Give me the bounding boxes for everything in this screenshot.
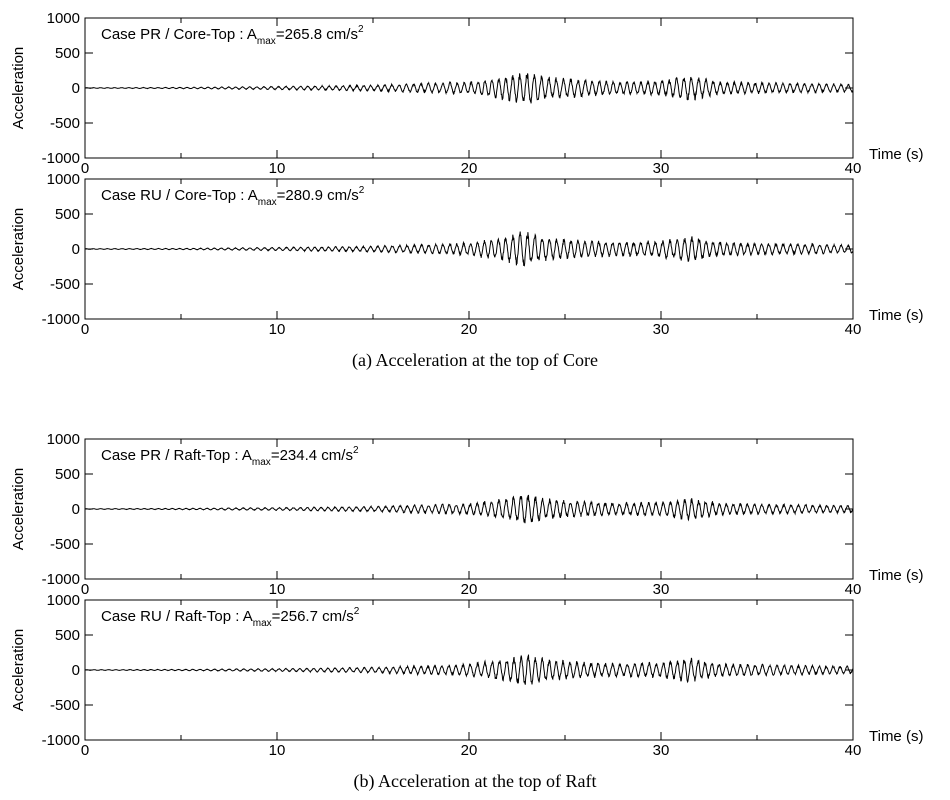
y-tick-label: 1000 <box>47 592 80 609</box>
y-tick-label: 0 <box>72 662 80 679</box>
panels: 0 10 20 30 4010005000-500-1000AccelerationTi… <box>10 10 923 759</box>
x-tick-label: 20 <box>461 742 478 759</box>
y-axis-title: Acceleration <box>10 468 27 551</box>
x-tick-label: 40 <box>845 160 862 177</box>
x-tick-label: 20 <box>461 581 478 598</box>
x-tick-label: 30 <box>653 581 670 598</box>
peak-annotation: Case RU / Raft-Top : Amax=256.7 cm/s2 <box>101 606 360 629</box>
y-tick-label: -1000 <box>42 732 80 749</box>
x-axis-title: Time (s) <box>869 146 923 163</box>
y-tick-label: 500 <box>55 627 80 644</box>
annotation-prefix: Case PR / Core-Top : A <box>101 26 257 43</box>
y-tick-label: 500 <box>55 206 80 223</box>
y-tick-label: 0 <box>72 501 80 518</box>
x-tick-label: 10 <box>269 581 286 598</box>
caption-b: (b) Acceleration at the top of Raft <box>354 771 597 792</box>
acceleration-trace <box>84 231 854 267</box>
x-tick-label: 40 <box>845 321 862 338</box>
x-tick-label: 40 <box>845 581 862 598</box>
annotation-value: =280.9 cm/s <box>277 187 359 204</box>
y-axis-title: Acceleration <box>10 47 27 130</box>
y-tick-label: -1000 <box>42 571 80 588</box>
acceleration-trace <box>84 73 854 104</box>
acceleration-trace <box>84 494 854 524</box>
annotation-superscript: 2 <box>354 606 360 617</box>
x-tick-label: 0 <box>81 742 89 759</box>
x-tick-label: 30 <box>653 321 670 338</box>
x-axis-title: Time (s) <box>869 728 923 745</box>
caption-a: (a) Acceleration at the top of Core <box>352 350 598 371</box>
y-tick-label: 1000 <box>47 10 80 27</box>
annotation-subscript: max <box>258 197 277 208</box>
peak-annotation: Case RU / Core-Top : Amax=280.9 cm/s2 <box>101 185 365 208</box>
y-tick-label: -500 <box>50 115 80 132</box>
annotation-value: =256.7 cm/s <box>272 608 354 625</box>
x-tick-label: 0 <box>81 321 89 338</box>
x-tick-label: 20 <box>461 321 478 338</box>
x-tick-label: 10 <box>269 160 286 177</box>
annotation-superscript: 2 <box>353 445 359 456</box>
y-tick-label: -1000 <box>42 311 80 328</box>
y-tick-label: 500 <box>55 466 80 483</box>
y-axis-title: Acceleration <box>10 629 27 712</box>
y-tick-label: -1000 <box>42 150 80 167</box>
x-tick-label: 40 <box>845 742 862 759</box>
chart-panel-1: 0 10 20 30 40 1000 500 0 -500 -1000 Acceleration Ti… <box>10 10 923 177</box>
annotation-prefix: Case RU / Core-Top : A <box>101 187 258 204</box>
y-tick-label: 0 <box>72 80 80 97</box>
x-tick-label: 20 <box>461 160 478 177</box>
y-tick-label: -500 <box>50 276 80 293</box>
acceleration-trace <box>84 654 854 685</box>
chart-panel-4: 0 10 20 30 40 1000 500 0 -500 -1000 Acceleration Ti… <box>10 592 923 759</box>
y-tick-label: -500 <box>50 697 80 714</box>
annotation-value: =234.4 cm/s <box>271 447 353 464</box>
x-tick-label: 30 <box>653 742 670 759</box>
annotation-subscript: max <box>252 457 271 468</box>
peak-annotation: Case PR / Core-Top : Amax=265.8 cm/s2 <box>101 24 364 47</box>
annotation-subscript: max <box>257 36 276 47</box>
x-tick-label: 10 <box>269 321 286 338</box>
annotation-superscript: 2 <box>359 185 365 196</box>
chart-panel-3: 0 10 20 30 40 1000 500 0 -500 -1000 Acceleration Ti… <box>10 431 923 598</box>
x-tick-label: 0 <box>81 581 89 598</box>
annotation-value: =265.8 cm/s <box>276 26 358 43</box>
y-tick-label: 1000 <box>47 431 80 448</box>
x-axis-title: Time (s) <box>869 567 923 584</box>
y-tick-label: -500 <box>50 536 80 553</box>
x-tick-label: 10 <box>269 742 286 759</box>
peak-annotation: Case PR / Raft-Top : Amax=234.4 cm/s2 <box>101 445 359 468</box>
x-tick-label: 30 <box>653 160 670 177</box>
x-tick-label: 0 <box>81 160 89 177</box>
chart-panel-2: 0 10 20 30 40 1000 500 0 -500 -1000 Acceleration Ti… <box>10 171 923 338</box>
annotation-prefix: Case RU / Raft-Top : A <box>101 608 253 625</box>
annotation-prefix: Case PR / Raft-Top : A <box>101 447 252 464</box>
annotation-superscript: 2 <box>358 24 364 35</box>
annotation-subscript: max <box>253 618 272 629</box>
y-tick-label: 500 <box>55 45 80 62</box>
y-axis-title: Acceleration <box>10 208 27 291</box>
x-axis-title: Time (s) <box>869 307 923 324</box>
y-tick-label: 0 <box>72 241 80 258</box>
y-tick-label: 1000 <box>47 171 80 188</box>
